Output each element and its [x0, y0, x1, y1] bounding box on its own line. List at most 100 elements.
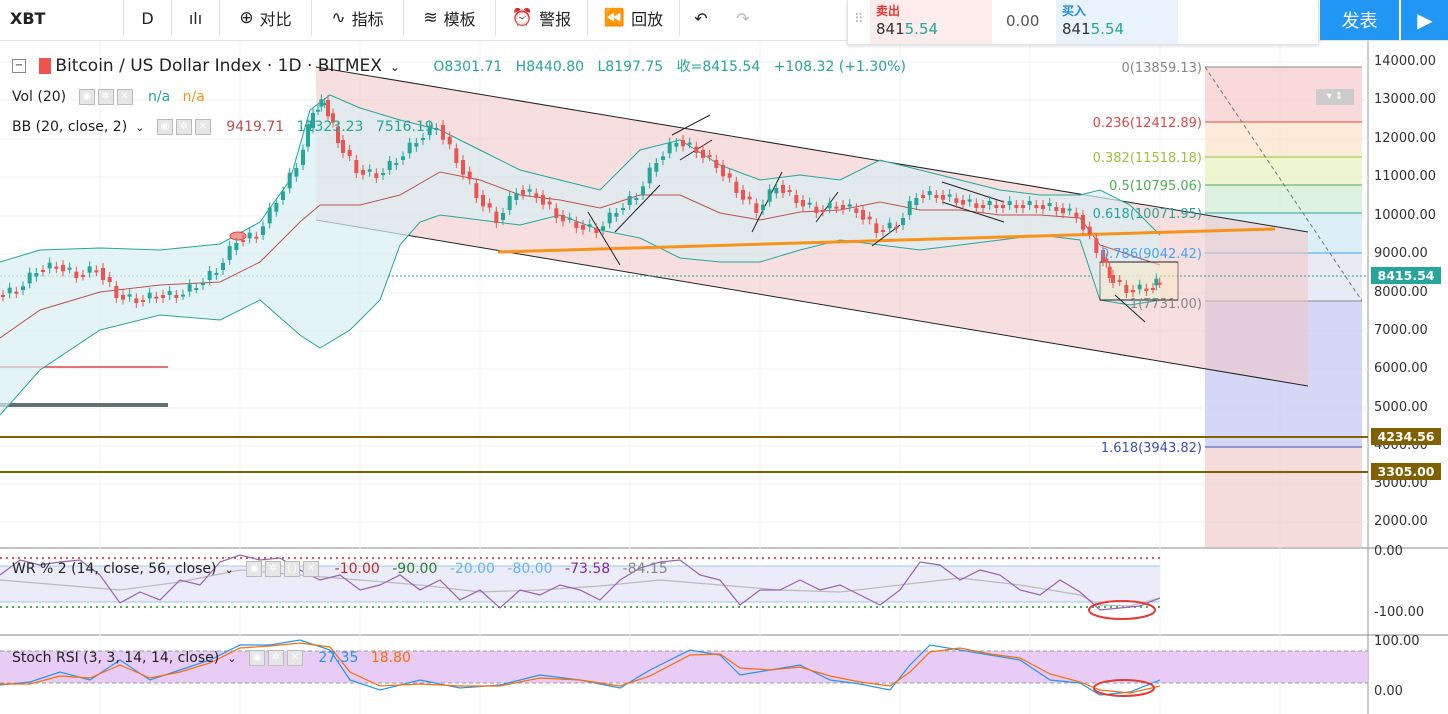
last-price-tag: 8415.54	[1371, 267, 1441, 284]
candle-body	[301, 149, 305, 165]
indicator-buttons[interactable]: ◉ ✲ ✕	[156, 119, 214, 135]
collapse-icon[interactable]: −	[12, 59, 26, 73]
symbol-title[interactable]: Bitcoin / US Dollar Index · 1D · BITMEX	[55, 56, 382, 76]
indicator-buttons[interactable]: ◉ ✲ ✕	[248, 650, 306, 666]
chevron-down-icon[interactable]: ⌄	[389, 60, 400, 74]
candle-body	[214, 273, 219, 275]
candle-body	[1144, 288, 1149, 291]
candle-body	[274, 203, 279, 212]
volume-legend[interactable]: Vol (20) ◉ ✲ ✕ n/a n/a	[12, 89, 213, 105]
close-icon: ✕	[303, 561, 320, 577]
indicator-buttons[interactable]: ◉ ✲ ✕	[78, 89, 136, 105]
candle-body	[7, 287, 12, 294]
candlestick-series	[1, 94, 1162, 308]
candle-body	[401, 156, 405, 160]
candle-body	[521, 190, 525, 195]
candle-body	[914, 198, 919, 205]
redo-button[interactable]: ↷	[722, 0, 764, 36]
support-trendline	[497, 227, 1276, 254]
candle-body	[74, 271, 79, 278]
candle-body	[21, 286, 25, 290]
sell-button[interactable]: 卖出 8415.54	[870, 0, 992, 44]
drag-handle-icon[interactable]: ⠿	[854, 12, 864, 27]
indicators-button[interactable]: ∿ 指标	[312, 0, 404, 36]
wr-axis-tick: 0.00	[1374, 544, 1403, 559]
indicator-buttons[interactable]: ◉ ✲{} ✕	[246, 561, 322, 577]
candle-body	[467, 171, 472, 180]
alert-label: 警报	[539, 10, 572, 29]
candle-body	[187, 284, 192, 292]
candle-body	[874, 223, 879, 233]
pane-scroll-buttons[interactable]: ▾ ⇕	[1316, 89, 1354, 105]
candle-body	[754, 203, 759, 213]
replay-button[interactable]: ⏪ 回放	[588, 0, 680, 36]
bollinger-band-fill	[0, 95, 1160, 415]
candle-body	[221, 263, 225, 270]
undo-button[interactable]: ↶	[680, 0, 722, 36]
candle-body	[547, 201, 552, 205]
settings-icon: ✲	[97, 89, 114, 105]
wr-value-5: -73.58	[565, 561, 611, 577]
candle-body	[1087, 226, 1092, 235]
candle-body	[331, 113, 335, 123]
settings-icon: ✲	[265, 561, 282, 577]
candle-body	[374, 173, 379, 178]
candle-body	[141, 300, 145, 302]
candle-body	[927, 191, 932, 195]
candle-body	[974, 203, 979, 208]
candle-body	[407, 142, 412, 154]
fib-level-0618: 0.618(10071.95)	[1092, 207, 1202, 222]
visibility-icon: ◉	[78, 89, 95, 105]
alert-button[interactable]: ⏰ 警报	[496, 0, 588, 36]
candle-body	[227, 246, 232, 260]
interval-button[interactable]: D	[124, 0, 172, 36]
candle-body	[326, 100, 330, 117]
candle-body	[341, 140, 345, 153]
candle-body	[316, 109, 320, 112]
candle-body	[311, 113, 315, 129]
candle-body	[27, 272, 32, 284]
candle-body	[641, 186, 645, 195]
candle-body	[294, 168, 299, 177]
fib-level-0: 0(13859.13)	[1121, 61, 1202, 76]
candle-body	[721, 165, 725, 177]
candle-body	[494, 211, 499, 223]
templates-label: 模板	[443, 10, 476, 29]
candle-body	[254, 236, 259, 239]
templates-button[interactable]: ≋ 模板	[404, 0, 496, 36]
ohlc-change: +108.32 (+1.30%)	[773, 59, 906, 75]
candle-body	[147, 292, 152, 299]
symbol-search[interactable]: XBT	[0, 0, 124, 36]
price-tick: 10000.00	[1374, 208, 1437, 223]
price-tick: 12000.00	[1374, 131, 1437, 146]
stoch-d-line	[0, 642, 1161, 694]
bb-legend[interactable]: BB (20, close, 2) ⌄ ◉ ✲ ✕ 9419.71 11323.23 …	[12, 119, 442, 135]
wr-legend[interactable]: WR % 2 (14, close, 56, close) ⌄ ◉ ✲{} ✕ -10…	[12, 561, 676, 577]
symbol-label: XBT	[10, 8, 46, 28]
candle-body	[201, 283, 205, 285]
candle-body	[381, 173, 385, 175]
candle-body	[1137, 284, 1142, 290]
candle-body	[761, 204, 765, 210]
candle-body	[181, 294, 185, 297]
candle-body	[354, 160, 359, 173]
compare-button[interactable]: ⊕ 对比	[220, 0, 312, 36]
candle-body	[461, 160, 465, 175]
candle-body	[941, 195, 945, 200]
chart-style-button[interactable]: ılı	[172, 0, 220, 36]
candle-body	[947, 194, 952, 197]
candle-body	[121, 295, 125, 300]
candle-body	[347, 150, 352, 156]
candle-body	[921, 195, 925, 198]
candle-body	[794, 195, 799, 203]
candle-body	[854, 208, 859, 213]
candle-body	[287, 172, 292, 189]
buy-button[interactable]: 买入 8415.54	[1056, 0, 1178, 44]
sell-price: 8415.54	[876, 20, 939, 38]
candle-body	[507, 196, 512, 210]
play-button[interactable]: ▶	[1400, 0, 1448, 40]
publish-button[interactable]: 发表	[1320, 0, 1399, 40]
candle-body	[661, 156, 665, 160]
stoch-legend[interactable]: Stoch RSI (3, 3, 14, 14, close) ⌄ ◉ ✲ ✕ 27.…	[12, 650, 419, 666]
